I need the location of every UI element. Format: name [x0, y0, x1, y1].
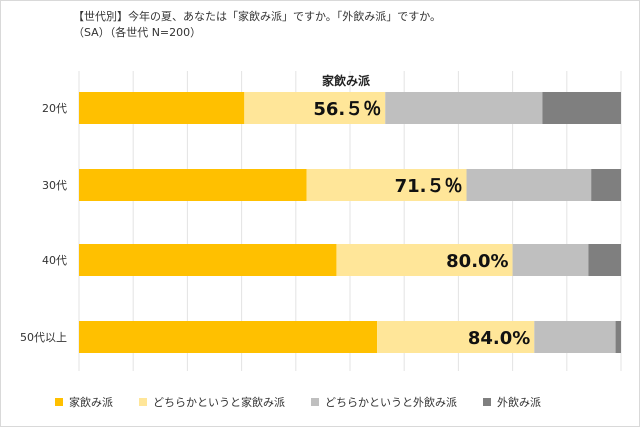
category-label: 30代: [42, 179, 67, 192]
bar-segment: [79, 244, 337, 276]
chart-subtitle: （SA）（各世代 N=200）: [73, 26, 202, 39]
bar-segment: [385, 92, 543, 124]
legend-label: 外飲み派: [497, 396, 541, 409]
bar-segment: [591, 169, 621, 201]
legend-swatch: [311, 398, 319, 406]
bar-segment: [542, 92, 621, 124]
legend-item: どちらかというと外飲み派: [311, 394, 457, 410]
bar-segment: [244, 92, 386, 124]
annotation-label: 家飲み派: [322, 73, 371, 88]
chart-title: 【世代別】今年の夏、あなたは「家飲み派」ですか。「外飲み派」ですか。: [73, 10, 442, 23]
legend-label: 家飲み派: [69, 396, 113, 409]
chart-legend: 家飲み派 どちらかというと家飲み派 どちらかというと外飲み派 外飲み派: [55, 394, 541, 410]
data-label: 71.５％: [395, 176, 463, 197]
data-label: 84.0%: [468, 328, 530, 349]
data-label: 56.５％: [313, 99, 381, 120]
category-label: 40代: [42, 254, 67, 267]
bar-segment: [336, 244, 513, 276]
legend-item: 家飲み派: [55, 394, 113, 410]
bar-segment: [79, 169, 307, 201]
legend-label: どちらかというと家飲み派: [153, 396, 285, 409]
bar-segment: [79, 92, 245, 124]
legend-swatch: [139, 398, 147, 406]
bar-segment: [615, 321, 621, 353]
legend-label: どちらかというと外飲み派: [325, 396, 457, 409]
legend-item: どちらかというと家飲み派: [139, 394, 285, 410]
bar-segment: [534, 321, 616, 353]
bar-segment: [377, 321, 535, 353]
bar-segment: [512, 244, 589, 276]
data-label: 80.0%: [446, 251, 508, 272]
legend-swatch: [55, 398, 63, 406]
bar-segment: [466, 169, 592, 201]
bar-segment: [79, 321, 378, 353]
legend-item: 外飲み派: [483, 394, 541, 410]
bar-segment: [588, 244, 621, 276]
chart-title-block: 【世代別】今年の夏、あなたは「家飲み派」ですか。「外飲み派」ですか。 （SA）（…: [73, 9, 441, 41]
category-label: 20代: [42, 102, 67, 115]
bar-segment: [306, 169, 467, 201]
legend-swatch: [483, 398, 491, 406]
category-label: 50代以上: [20, 331, 67, 344]
